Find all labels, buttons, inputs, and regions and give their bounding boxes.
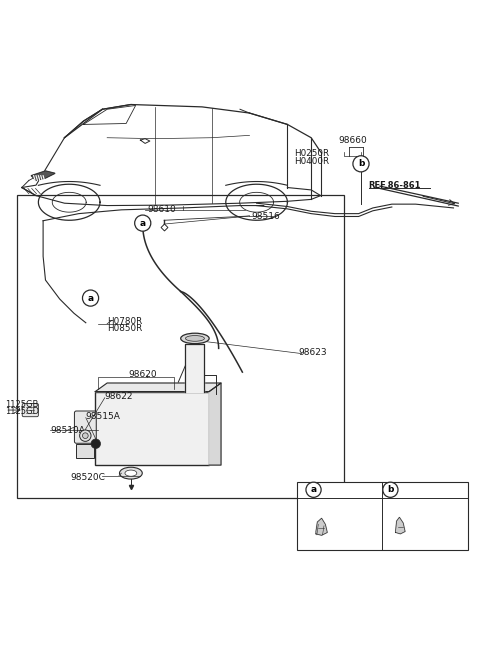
Text: a: a: [87, 293, 94, 303]
Circle shape: [353, 156, 369, 172]
Circle shape: [80, 430, 91, 441]
Text: 98662B: 98662B: [324, 485, 359, 495]
FancyBboxPatch shape: [74, 411, 96, 443]
Text: H0850R: H0850R: [107, 324, 143, 333]
Circle shape: [83, 290, 98, 306]
Text: REF.86-861: REF.86-861: [368, 181, 420, 190]
Text: H0250R: H0250R: [294, 149, 329, 159]
Text: 98510A: 98510A: [50, 426, 85, 435]
Text: 1125GB: 1125GB: [5, 400, 38, 409]
Circle shape: [83, 433, 88, 438]
Polygon shape: [96, 383, 221, 392]
Polygon shape: [185, 344, 204, 392]
Circle shape: [135, 215, 151, 231]
Polygon shape: [396, 517, 405, 534]
Text: a: a: [311, 485, 317, 495]
Ellipse shape: [125, 470, 137, 476]
Polygon shape: [209, 383, 221, 465]
FancyBboxPatch shape: [297, 481, 468, 550]
Text: b: b: [387, 485, 394, 495]
Text: 1125GD: 1125GD: [5, 407, 39, 417]
Text: b: b: [358, 159, 364, 168]
Polygon shape: [316, 518, 327, 535]
Text: 98610: 98610: [147, 205, 176, 214]
Text: H0780R: H0780R: [107, 317, 143, 326]
Text: 98660: 98660: [339, 136, 367, 145]
Ellipse shape: [180, 333, 209, 344]
Circle shape: [383, 482, 398, 497]
Polygon shape: [31, 171, 55, 180]
Text: 98622: 98622: [105, 392, 133, 401]
FancyBboxPatch shape: [17, 195, 344, 498]
FancyBboxPatch shape: [22, 403, 38, 417]
FancyBboxPatch shape: [96, 392, 209, 465]
Text: 98516: 98516: [252, 212, 281, 221]
Text: 98623: 98623: [299, 348, 327, 357]
Text: 98661G: 98661G: [401, 485, 437, 495]
Text: 98520C: 98520C: [70, 474, 105, 482]
Text: 98515A: 98515A: [86, 412, 120, 421]
Circle shape: [91, 439, 100, 449]
Ellipse shape: [185, 335, 204, 341]
Text: a: a: [140, 219, 146, 228]
FancyBboxPatch shape: [76, 443, 95, 458]
Text: 98620: 98620: [129, 371, 157, 379]
Text: H0400R: H0400R: [294, 157, 329, 166]
Ellipse shape: [120, 467, 142, 479]
Circle shape: [306, 482, 321, 497]
